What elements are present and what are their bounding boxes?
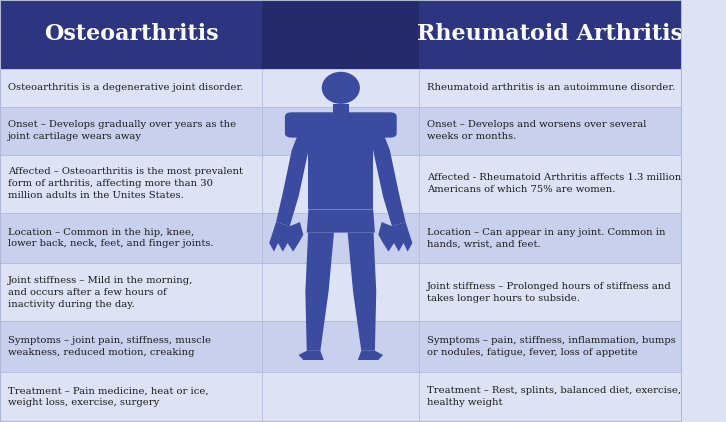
Bar xyxy=(419,107,682,154)
Polygon shape xyxy=(378,222,412,252)
Bar xyxy=(0,154,262,213)
Text: Treatment – Rest, splints, balanced diet, exercise,
healthy weight: Treatment – Rest, splints, balanced diet… xyxy=(428,387,682,407)
Polygon shape xyxy=(306,233,338,351)
Bar xyxy=(262,322,419,372)
Polygon shape xyxy=(298,351,324,360)
Bar xyxy=(262,263,419,322)
Bar xyxy=(419,372,682,422)
Bar xyxy=(0,322,262,372)
Text: Joint stiffness – Prolonged hours of stiffness and
takes longer hours to subside: Joint stiffness – Prolonged hours of sti… xyxy=(428,282,672,303)
Polygon shape xyxy=(276,121,314,226)
Polygon shape xyxy=(344,233,376,351)
Text: Joint stiffness – Mild in the morning,
and occurs after a few hours of
inactivit: Joint stiffness – Mild in the morning, a… xyxy=(8,276,194,308)
Bar xyxy=(419,322,682,372)
Ellipse shape xyxy=(322,72,360,104)
Text: Onset – Develops gradually over years as the
joint cartilage wears away: Onset – Develops gradually over years as… xyxy=(8,120,236,141)
Bar xyxy=(309,116,373,209)
Bar xyxy=(0,213,262,263)
Polygon shape xyxy=(269,222,303,252)
Bar xyxy=(262,372,419,422)
Text: Symptoms – joint pain, stiffness, muscle
weakness, reduced motion, creaking: Symptoms – joint pain, stiffness, muscle… xyxy=(8,336,211,357)
Bar xyxy=(262,213,419,263)
Bar xyxy=(419,154,682,213)
Bar xyxy=(0,263,262,322)
Polygon shape xyxy=(358,351,383,360)
Bar xyxy=(262,154,419,213)
Bar xyxy=(419,213,682,263)
Bar xyxy=(419,69,682,107)
Bar xyxy=(262,107,419,154)
Bar xyxy=(419,263,682,322)
Text: Affected - Rheumatoid Arthritis affects 1.3 million
Americans of which 75% are w: Affected - Rheumatoid Arthritis affects … xyxy=(428,173,682,194)
Text: Symptoms – pain, stiffness, inflammation, bumps
or nodules, fatigue, fever, loss: Symptoms – pain, stiffness, inflammation… xyxy=(428,336,676,357)
Bar xyxy=(0,107,262,154)
Text: Onset – Develops and worsens over several
weeks or months.: Onset – Develops and worsens over severa… xyxy=(428,120,647,141)
Bar xyxy=(262,69,419,107)
Bar xyxy=(0,372,262,422)
FancyBboxPatch shape xyxy=(262,0,419,69)
Text: Osteoarthritis: Osteoarthritis xyxy=(44,23,219,46)
FancyBboxPatch shape xyxy=(419,0,682,69)
Text: Rheumatoid Arthritis: Rheumatoid Arthritis xyxy=(417,23,683,46)
Polygon shape xyxy=(306,209,375,233)
Text: Location – Common in the hip, knee,
lower back, neck, feet, and finger joints.: Location – Common in the hip, knee, lowe… xyxy=(8,227,213,249)
FancyBboxPatch shape xyxy=(0,0,262,69)
Bar xyxy=(0,69,262,107)
Text: Location – Can appear in any joint. Common in
hands, wrist, and feet.: Location – Can appear in any joint. Comm… xyxy=(428,227,666,249)
Text: Osteoarthritis is a degenerative joint disorder.: Osteoarthritis is a degenerative joint d… xyxy=(8,84,243,92)
FancyBboxPatch shape xyxy=(285,112,396,138)
Polygon shape xyxy=(368,121,406,226)
Text: Affected – Osteoarthritis is the most prevalent
form of arthritis, affecting mor: Affected – Osteoarthritis is the most pr… xyxy=(8,168,243,200)
Text: Treatment – Pain medicine, heat or ice,
weight loss, exercise, surgery: Treatment – Pain medicine, heat or ice, … xyxy=(8,387,209,407)
Text: Rheumatoid arthritis is an autoimmune disorder.: Rheumatoid arthritis is an autoimmune di… xyxy=(428,84,676,92)
Bar xyxy=(333,104,349,116)
